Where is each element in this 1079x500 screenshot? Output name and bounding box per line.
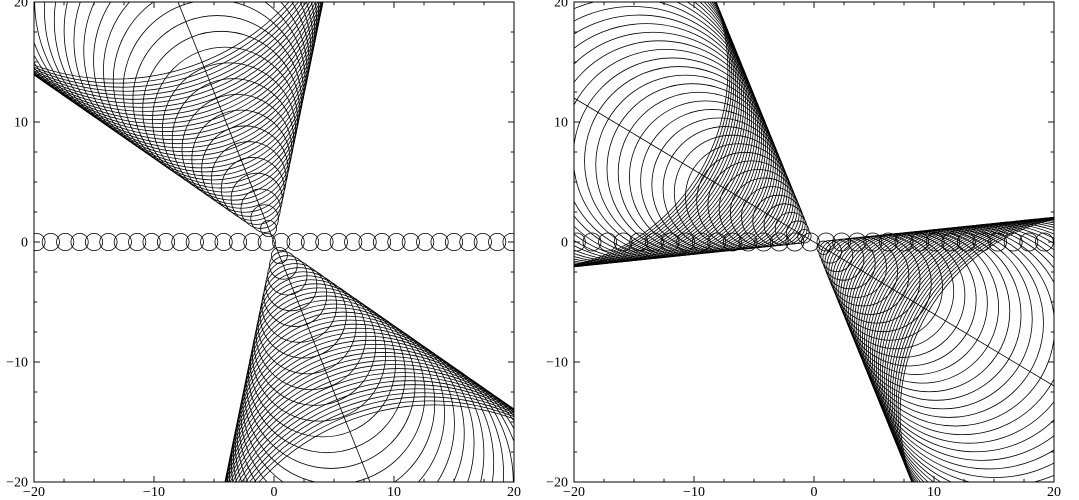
x-tick-label: 0 [811,485,818,498]
y-tick-label: 20 [14,0,28,11]
x-tick-label: −20 [563,485,585,498]
x-tick-label: −10 [143,485,165,498]
plot-content [574,2,1054,482]
circle-fan [34,2,514,482]
y-tick-label: −10 [546,356,568,371]
x-tick-label: 0 [271,485,278,498]
axis-circle-chain [34,232,514,252]
y-tick-label: 10 [14,116,28,131]
x-tick-label: −10 [683,485,705,498]
y-tick-label: −20 [546,476,568,491]
y-tick-label: 0 [561,236,568,251]
x-tick-label: −20 [23,485,45,498]
right-plot: −20−20 −10 −10 0 0 10 10 20 20 [540,0,1076,498]
tick-labels: −20−20 −10 −10 0 0 10 10 20 20 [546,0,1061,498]
y-tick-label: 0 [21,236,28,251]
ticks [33,1,515,483]
center-line [177,2,371,482]
ticks [573,1,1055,483]
center-line [574,97,1054,387]
x-tick-label: 10 [927,485,941,498]
circle-fan [574,2,1054,482]
y-tick-label: −10 [6,356,28,371]
y-tick-label: 10 [554,116,568,131]
y-tick-label: −20 [6,476,28,491]
plot-content [34,2,514,482]
x-tick-label: 20 [507,485,521,498]
left-plot: −20−20 −10 −10 0 0 10 10 20 20 [0,0,536,498]
tick-labels: −20−20 −10 −10 0 0 10 10 20 20 [6,0,521,498]
x-tick-label: 20 [1047,485,1061,498]
y-tick-label: 20 [554,0,568,11]
x-tick-label: 10 [387,485,401,498]
